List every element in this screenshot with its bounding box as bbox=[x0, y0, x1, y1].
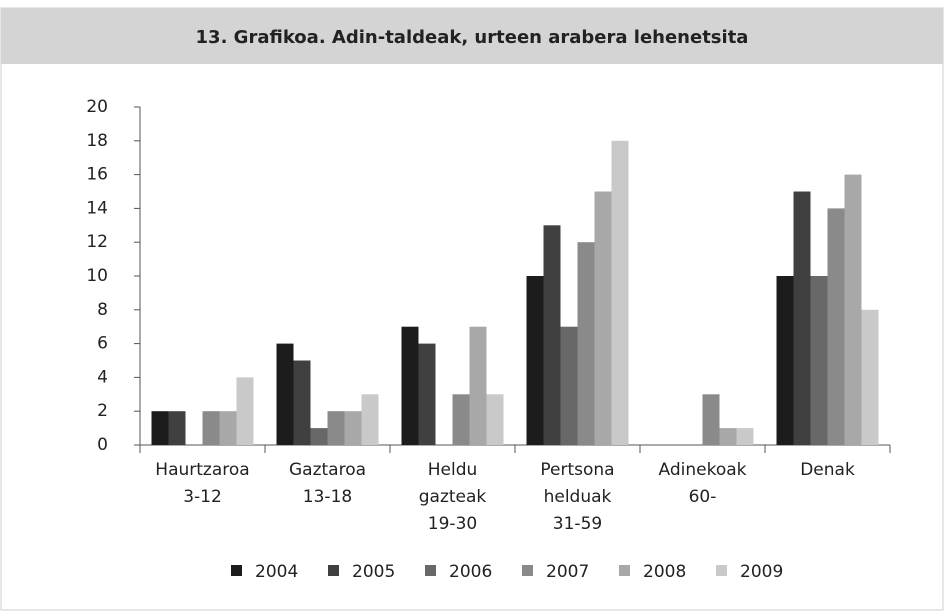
bar bbox=[219, 411, 237, 445]
bar bbox=[526, 276, 544, 445]
x-tick-label: Heldu bbox=[428, 460, 478, 480]
bar bbox=[560, 326, 578, 445]
y-tick-label: 4 bbox=[97, 367, 108, 387]
y-tick-label: 10 bbox=[86, 266, 108, 286]
bar bbox=[418, 343, 436, 445]
x-tick-label: 19-30 bbox=[428, 514, 477, 534]
legend-label: 2009 bbox=[740, 562, 783, 582]
bar bbox=[844, 174, 862, 445]
legend-swatch bbox=[328, 565, 339, 576]
y-tick-label: 2 bbox=[97, 401, 108, 421]
bar bbox=[202, 411, 220, 445]
legend-label: 2007 bbox=[546, 562, 589, 582]
x-tick-label: Pertsona bbox=[540, 460, 614, 480]
x-tick-label: 13-18 bbox=[303, 487, 352, 507]
legend-label: 2006 bbox=[449, 562, 492, 582]
bar bbox=[310, 428, 328, 445]
bar bbox=[469, 326, 487, 445]
bar bbox=[861, 309, 879, 445]
y-tick-label: 0 bbox=[97, 435, 108, 455]
bar bbox=[827, 208, 845, 445]
bar bbox=[702, 394, 720, 445]
legend-swatch bbox=[425, 565, 436, 576]
legend-swatch bbox=[231, 565, 242, 576]
y-tick-label: 12 bbox=[86, 232, 108, 252]
bar bbox=[327, 411, 345, 445]
x-tick-label: 60- bbox=[689, 487, 717, 507]
legend-label: 2004 bbox=[255, 562, 298, 582]
x-tick-label: Adinekoak bbox=[659, 460, 747, 480]
bar bbox=[810, 276, 828, 445]
bar bbox=[736, 428, 754, 445]
legend-label: 2008 bbox=[643, 562, 686, 582]
bar bbox=[594, 191, 612, 445]
y-tick-label: 20 bbox=[86, 97, 108, 117]
chart-title: 13. Grafikoa. Adin-taldeak, urteen arabe… bbox=[196, 27, 749, 48]
y-tick-label: 14 bbox=[86, 198, 108, 218]
header bbox=[1, 8, 943, 64]
y-tick-label: 16 bbox=[86, 165, 108, 185]
x-tick-label: Denak bbox=[800, 460, 855, 480]
bar bbox=[293, 360, 311, 445]
bar bbox=[577, 242, 595, 445]
bar bbox=[719, 428, 737, 445]
bar bbox=[611, 140, 629, 446]
x-tick-label: 31-59 bbox=[553, 514, 602, 534]
bar bbox=[276, 343, 294, 445]
x-tick-label: gazteak bbox=[419, 487, 487, 507]
legend-label: 2005 bbox=[352, 562, 395, 582]
bar bbox=[543, 225, 561, 445]
bar bbox=[486, 394, 504, 445]
x-tick-label: Gaztaroa bbox=[289, 460, 366, 480]
bar bbox=[344, 411, 362, 445]
bar bbox=[151, 411, 169, 445]
legend-swatch bbox=[716, 565, 727, 576]
bar bbox=[401, 326, 419, 445]
legend-swatch bbox=[619, 565, 630, 576]
bar bbox=[452, 394, 470, 445]
bar bbox=[776, 276, 794, 445]
y-tick-label: 18 bbox=[86, 131, 108, 151]
x-tick-label: helduak bbox=[544, 487, 612, 507]
bar bbox=[168, 411, 186, 445]
bar bbox=[793, 191, 811, 445]
bar bbox=[236, 377, 254, 445]
legend-swatch bbox=[522, 565, 533, 576]
x-tick-label: Haurtzaroa bbox=[155, 460, 249, 480]
bar bbox=[361, 394, 379, 445]
x-tick-label: 3-12 bbox=[183, 487, 222, 507]
y-tick-label: 8 bbox=[97, 300, 108, 320]
y-tick-label: 6 bbox=[97, 334, 108, 354]
